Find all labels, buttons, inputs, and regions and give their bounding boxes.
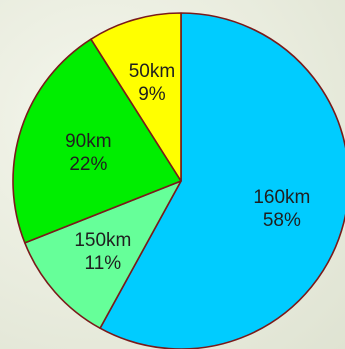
slice-label-distance: 50km <box>129 61 175 82</box>
pie-slice-50km <box>90 12 182 182</box>
slice-label-distance: 150km <box>74 230 131 251</box>
pie-slice-90km <box>12 38 182 244</box>
slice-label-percent: 11% <box>85 253 122 274</box>
slice-label-distance: 160km <box>253 187 310 208</box>
pie-slices <box>12 12 345 349</box>
slice-label-percent: 22% <box>69 154 107 175</box>
slice-label-distance: 90km <box>65 131 111 152</box>
slice-label-percent: 9% <box>138 84 166 105</box>
slice-label-percent: 58% <box>263 210 301 231</box>
pie-slice-150km <box>23 180 182 330</box>
